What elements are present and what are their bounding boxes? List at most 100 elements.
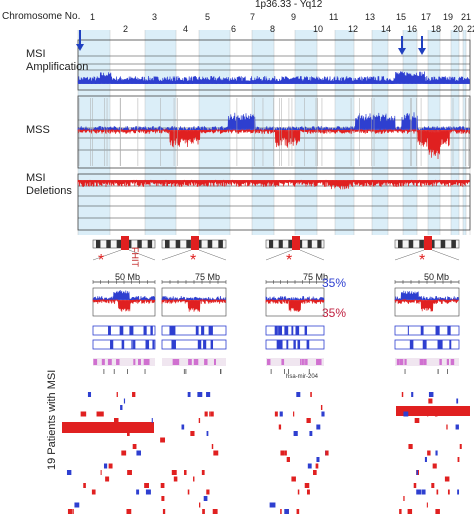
chromosome-number: 2 bbox=[123, 24, 129, 34]
patient-gain-mark bbox=[151, 418, 153, 423]
zoom-connector bbox=[431, 249, 460, 261]
patient-loss-mark bbox=[160, 483, 165, 488]
track-label-line: MSI bbox=[26, 48, 46, 60]
patient-gain-mark bbox=[120, 405, 123, 410]
zoom-connector bbox=[161, 249, 192, 261]
patient-loss-mark bbox=[280, 509, 282, 514]
patient-loss-mark bbox=[199, 502, 201, 508]
patient-loss-mark bbox=[427, 450, 431, 456]
ideogram-region-highlight bbox=[292, 236, 300, 250]
gene-annotation-row bbox=[394, 339, 460, 350]
patient-gain-mark bbox=[457, 489, 460, 495]
ideogram-band bbox=[197, 240, 202, 248]
patient-gain-mark bbox=[296, 392, 301, 397]
chromosome-number: 10 bbox=[313, 24, 324, 34]
ideogram-band bbox=[127, 240, 132, 248]
patient-heatmap bbox=[62, 392, 470, 514]
patient-gain-mark bbox=[316, 424, 321, 430]
track-label-line: MSI bbox=[26, 172, 46, 184]
patient-loss-mark bbox=[190, 431, 195, 436]
gene-block bbox=[407, 326, 409, 335]
zoom-connector bbox=[198, 249, 227, 261]
gene-block bbox=[172, 340, 176, 349]
patient-loss-mark bbox=[212, 509, 218, 514]
patient-loss-mark bbox=[320, 405, 323, 410]
gene-block bbox=[276, 326, 278, 335]
patient-loss-mark bbox=[399, 509, 402, 514]
patient-loss-mark bbox=[296, 509, 300, 514]
patient-loss-mark bbox=[446, 424, 448, 430]
patient-loss-mark bbox=[80, 411, 85, 417]
chromosome-number: 17 bbox=[421, 12, 432, 22]
patient-gain-mark bbox=[270, 502, 276, 508]
gene-block bbox=[201, 326, 205, 335]
patient-gain-mark bbox=[284, 509, 289, 514]
magenta-mark bbox=[116, 359, 120, 365]
ideogram-band bbox=[398, 240, 403, 248]
patient-gain-mark bbox=[321, 411, 325, 417]
patient-gain-mark bbox=[428, 392, 434, 397]
gene-block bbox=[278, 340, 282, 349]
star-marker: * bbox=[98, 252, 105, 269]
ideogram-band bbox=[106, 240, 111, 248]
patient-loss-mark bbox=[280, 450, 285, 456]
ideogram-band bbox=[278, 240, 283, 248]
deletion-signal bbox=[77, 179, 470, 190]
patient-loss-mark bbox=[407, 509, 413, 514]
gene-block bbox=[197, 340, 202, 349]
patient-loss-mark bbox=[206, 489, 210, 495]
patient-loss-mark bbox=[297, 489, 300, 495]
magenta-mark bbox=[133, 359, 136, 365]
track-frame bbox=[77, 95, 471, 169]
amplification-signal bbox=[77, 71, 470, 85]
patient-loss-mark bbox=[310, 392, 312, 397]
track-label-line: Deletions bbox=[26, 185, 72, 197]
patient-gain-mark bbox=[435, 450, 438, 456]
gene-block bbox=[435, 326, 440, 335]
patient-loss-mark bbox=[403, 496, 405, 501]
gene-annotation-row bbox=[394, 325, 460, 336]
patient-loss-mark bbox=[161, 496, 165, 501]
patient-loss-mark bbox=[160, 437, 166, 443]
magenta-mark bbox=[172, 359, 175, 365]
patient-gain-mark bbox=[123, 398, 126, 404]
patient-loss-mark bbox=[213, 450, 219, 456]
patient-loss-mark bbox=[144, 483, 150, 488]
chromosome-number: 3 bbox=[152, 12, 158, 22]
magenta-mark bbox=[316, 359, 321, 365]
patient-gain-mark bbox=[66, 470, 72, 475]
patient-deletion-block bbox=[62, 422, 154, 433]
magenta-mark bbox=[439, 359, 442, 365]
chromosome-number: 8 bbox=[270, 24, 276, 34]
gene-block bbox=[203, 340, 207, 349]
highlight-arrow-head bbox=[418, 48, 426, 55]
patient-loss-mark bbox=[211, 444, 214, 449]
patient-gain-mark bbox=[181, 424, 185, 430]
gene-block bbox=[423, 340, 426, 349]
gene-block bbox=[449, 340, 452, 349]
ideogram-band bbox=[175, 240, 181, 248]
magenta-mark bbox=[101, 359, 105, 365]
patient-loss-mark bbox=[284, 450, 287, 456]
patient-gain-mark bbox=[316, 457, 320, 462]
mss-label: MSS bbox=[26, 124, 50, 137]
patient-gain-mark bbox=[74, 502, 80, 508]
patient-loss-mark bbox=[94, 489, 96, 495]
gene-block bbox=[437, 340, 440, 349]
chromosome-band bbox=[199, 30, 230, 235]
gene-block bbox=[278, 326, 283, 335]
track-label-line: Amplification bbox=[26, 61, 89, 73]
patient-gain-mark bbox=[421, 489, 426, 495]
patient-gain-mark bbox=[309, 431, 313, 436]
ideogram-band bbox=[408, 240, 414, 248]
chromosome-number: 1 bbox=[90, 12, 96, 22]
gene-block bbox=[143, 326, 147, 335]
patient-gain-mark bbox=[145, 489, 151, 495]
ideogram-region-highlight bbox=[424, 236, 432, 250]
patient-gain-mark bbox=[136, 450, 141, 456]
magenta-mark bbox=[107, 359, 112, 365]
patient-loss-mark bbox=[431, 483, 435, 488]
patient-loss-mark bbox=[444, 476, 450, 482]
magenta-mark bbox=[300, 359, 302, 365]
zoom-connector bbox=[265, 249, 293, 261]
